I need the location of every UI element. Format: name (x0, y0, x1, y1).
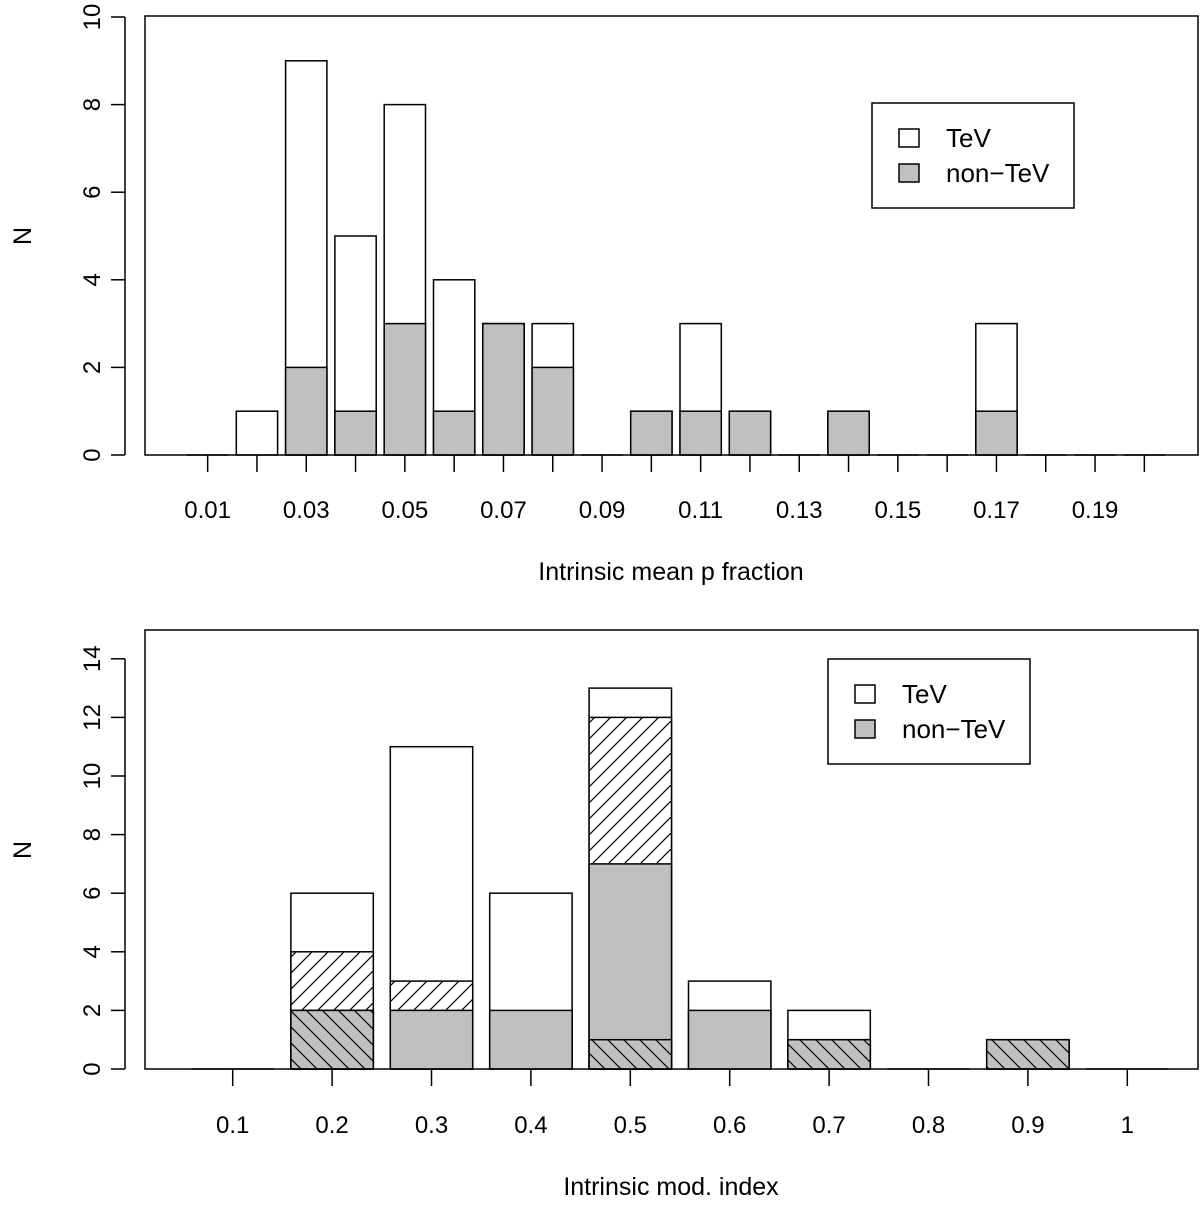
x-axis-title: Intrinsic mod. index (563, 1173, 779, 1201)
x-tick-label: 0.4 (514, 1112, 547, 1139)
bar-0-s1-b6 (482, 322, 525, 456)
bar-0-s1-b7 (531, 366, 575, 456)
x-tick-label: 0.6 (713, 1112, 746, 1139)
bar-0-s1-b2 (284, 366, 328, 456)
legend: TeV non−TeV (827, 658, 1031, 765)
bar-0-s1-b11 (728, 410, 772, 456)
y-tick-label: 2 (79, 1004, 106, 1017)
legend-swatch (898, 128, 920, 148)
bar-0-s1-b3 (334, 410, 377, 456)
x-tick-label: 0.2 (315, 1112, 348, 1139)
bar-0-s1-b13 (827, 410, 870, 456)
x-tick-label: 0.13 (776, 497, 823, 524)
y-tick-label: 4 (79, 945, 106, 958)
bar-1-s3-b6 (787, 1038, 872, 1070)
bar-1-s3-b4 (588, 1038, 673, 1070)
bottom-panel: 0.1 0.2 0.3 0.4 0.5 0.6 0.7 0.8 0.9 102468101214I… (9, 629, 1199, 1201)
legend-label: non−TeV (946, 158, 1050, 188)
bar-1-s2-b4 (588, 863, 673, 1070)
x-tick-label: 0.8 (912, 1112, 945, 1139)
bar-0-s1-b9 (629, 410, 673, 456)
y-tick-label: 12 (79, 704, 106, 731)
bar-0-s0-b1 (235, 410, 279, 456)
bar-1-s2-b5 (687, 1009, 772, 1070)
bar-1-s2-b2 (389, 1009, 474, 1070)
x-tick-label: 0.1 (216, 1112, 249, 1139)
x-tick-label: 0.03 (283, 497, 330, 524)
legend-box (827, 658, 1031, 765)
y-tick-label: 10 (79, 763, 106, 790)
bar-1-s2-b3 (488, 1009, 573, 1070)
legend-swatch (854, 719, 876, 739)
legend-swatch (898, 163, 920, 183)
bar-0-s1-b10 (679, 410, 723, 456)
legend-swatch (854, 684, 876, 704)
bar-1-s3-b8 (985, 1038, 1070, 1070)
x-tick-label: 1 (1121, 1112, 1134, 1139)
y-tick-label: 4 (79, 273, 106, 286)
x-tick-label: 0.19 (1072, 497, 1119, 524)
legend-box (871, 102, 1075, 209)
y-axis-title: N (9, 841, 37, 859)
x-axis-title: Intrinsic mean p fraction (538, 558, 803, 586)
x-tick-label: 0.11 (678, 497, 723, 524)
y-tick-label: 6 (79, 887, 106, 900)
legend-label: TeV (902, 679, 947, 709)
bar-1-s3-b1 (290, 1009, 375, 1070)
top-panel: 0.01 0.03 0.05 0.07 0.09 0.11 0.13 0.15 0.17 0.19… (9, 4, 1199, 586)
x-tick-label: 0.09 (579, 497, 626, 524)
y-tick-label: 10 (79, 4, 106, 31)
y-tick-label: 0 (79, 448, 106, 461)
y-tick-label: 8 (79, 98, 106, 111)
legend-label: TeV (946, 123, 991, 153)
bar-0-s1-b5 (432, 410, 476, 456)
y-tick-label: 2 (79, 361, 106, 374)
x-tick-label: 0.7 (812, 1112, 845, 1139)
x-tick-label: 0.17 (973, 497, 1020, 524)
x-tick-label: 0.9 (1011, 1112, 1044, 1139)
x-tick-label: 0.5 (614, 1112, 647, 1139)
y-tick-label: 8 (79, 828, 106, 841)
x-tick-label: 0.3 (415, 1112, 448, 1139)
plot-frame (144, 15, 1199, 456)
x-tick-label: 0.05 (381, 497, 428, 524)
y-axis-title: N (9, 227, 37, 245)
y-tick-label: 6 (79, 186, 106, 199)
y-tick-label: 0 (79, 1062, 106, 1075)
y-tick-label: 14 (79, 645, 106, 672)
plot-frame (144, 629, 1199, 1070)
x-tick-label: 0.01 (184, 497, 231, 524)
bar-0-s1-b4 (383, 322, 427, 456)
x-tick-label: 0.15 (874, 497, 921, 524)
legend: TeV non−TeV (871, 102, 1075, 209)
bar-0-s1-b16 (975, 410, 1018, 456)
x-tick-label: 0.07 (480, 497, 527, 524)
legend-label: non−TeV (902, 714, 1006, 744)
